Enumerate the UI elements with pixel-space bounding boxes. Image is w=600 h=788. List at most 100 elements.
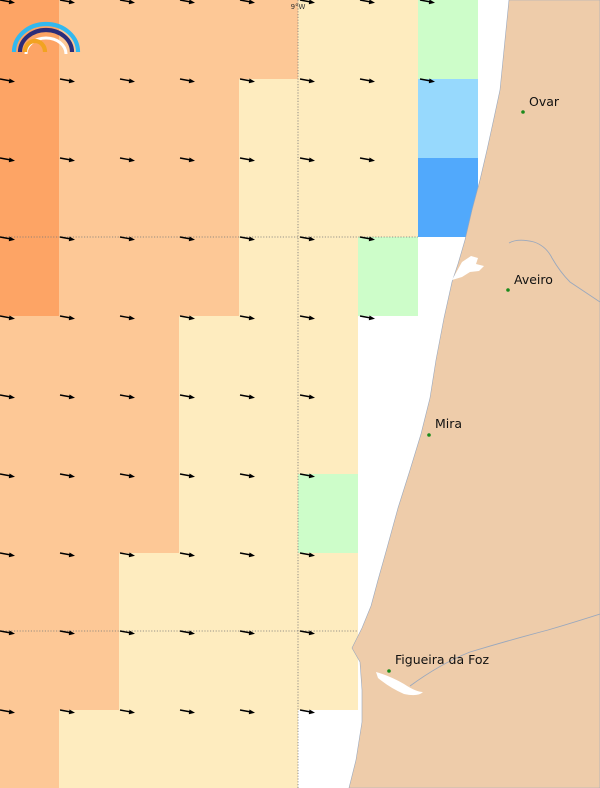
ria-de-aveiro-lagoon (452, 256, 484, 280)
wind-arrow-icon (239, 394, 255, 400)
grid-cell (179, 0, 239, 79)
grid-cell (239, 158, 298, 237)
grid-cell (119, 395, 179, 474)
wind-arrow-icon (359, 236, 375, 242)
vouga-river (508, 239, 600, 303)
city-label: Mira (435, 416, 462, 431)
wind-arrow-icon (59, 552, 75, 558)
grid-cell (59, 631, 119, 710)
wind-arrow-icon (59, 630, 75, 636)
grid-cell (59, 158, 119, 237)
wind-arrow-icon (59, 236, 75, 242)
wind-arrow-icon (59, 315, 75, 321)
wind-arrow-icon (179, 78, 195, 84)
wind-arrow-icon (299, 315, 315, 321)
city-dot (521, 110, 525, 114)
wind-arrow-icon (0, 78, 15, 84)
wind-arrow-icon (359, 0, 375, 5)
grid-cell (0, 553, 59, 631)
wind-arrow-icon (239, 315, 255, 321)
grid-cell (298, 316, 358, 395)
wind-arrow-icon (239, 236, 255, 242)
wind-arrow-icon (119, 236, 135, 242)
wind-arrow-icon (59, 78, 75, 84)
wind-arrow-icon (299, 709, 315, 715)
city-markers: Ovar Aveiro Mira Figueira da Foz (387, 94, 560, 673)
grid-cell (358, 79, 418, 158)
wind-arrow-icon (179, 0, 195, 5)
grid-cell (59, 553, 119, 631)
wind-arrow-icon (0, 630, 15, 636)
grid-cell (358, 0, 418, 79)
wind-arrow-icon (179, 236, 195, 242)
city-label: Aveiro (514, 272, 553, 287)
grid-cell (119, 553, 179, 631)
wind-arrow-icon (299, 157, 315, 163)
grid-cell (0, 631, 59, 710)
grid-cell (119, 158, 179, 237)
city-label: Figueira da Foz (395, 652, 490, 667)
grid-cell (179, 474, 239, 553)
grid-cell (298, 474, 358, 553)
wind-arrow-icon (119, 315, 135, 321)
grid-cell (59, 710, 119, 788)
grid-cell (179, 237, 239, 316)
grid-cell (119, 710, 179, 788)
grid-cell (298, 158, 358, 237)
wind-arrow-icon (0, 0, 15, 5)
grid-cell (179, 158, 239, 237)
grid-cell (298, 79, 358, 158)
wind-arrow-icon (119, 709, 135, 715)
wind-arrow-icon (299, 394, 315, 400)
grid-cell (59, 237, 119, 316)
grid-cell (418, 79, 478, 158)
grid-cell (298, 237, 358, 316)
wind-arrow-icon (419, 78, 435, 84)
grid-cell (358, 237, 418, 316)
grid-cell (179, 316, 239, 395)
grid-cell (239, 79, 298, 158)
wind-arrow-icon (59, 157, 75, 163)
grid-cell (0, 710, 59, 788)
grid-cell (59, 79, 119, 158)
wind-arrow-icon (0, 552, 15, 558)
grid-cell (239, 553, 298, 631)
wind-arrow-icon (119, 78, 135, 84)
wind-arrow-icon (419, 0, 435, 5)
wind-arrow-icon (0, 709, 15, 715)
wind-arrow-icon (239, 709, 255, 715)
wind-arrow-icon (59, 394, 75, 400)
wind-arrow-icon (239, 473, 255, 479)
grid-cell (418, 0, 478, 79)
grid-cell (59, 395, 119, 474)
grid-cell (0, 79, 59, 158)
wind-arrow-icon (359, 315, 375, 321)
grid-cell (298, 395, 358, 474)
grid-cell (0, 316, 59, 395)
mondego-estuary (376, 672, 423, 696)
grid-cell (239, 474, 298, 553)
grid-cell (0, 237, 59, 316)
wind-arrow-icon (119, 552, 135, 558)
wind-arrow-icon (59, 473, 75, 479)
wind-arrow-icon (239, 157, 255, 163)
grid-cell (298, 631, 358, 710)
wind-arrow-icon (119, 630, 135, 636)
grid-cell (239, 395, 298, 474)
wind-arrow-icon (59, 709, 75, 715)
wind-arrow-icon (299, 630, 315, 636)
mondego-river (409, 613, 600, 687)
wind-arrow-icon (359, 157, 375, 163)
wind-arrow-icon (299, 78, 315, 84)
grid-cell (0, 158, 59, 237)
grid-cell (119, 474, 179, 553)
grid-cell (119, 631, 179, 710)
grid-cell (298, 553, 358, 631)
wind-arrow-icon (0, 473, 15, 479)
grid-cell (239, 316, 298, 395)
graticule (0, 0, 418, 788)
wind-arrow-icon (179, 552, 195, 558)
wind-arrow-icon (119, 0, 135, 5)
